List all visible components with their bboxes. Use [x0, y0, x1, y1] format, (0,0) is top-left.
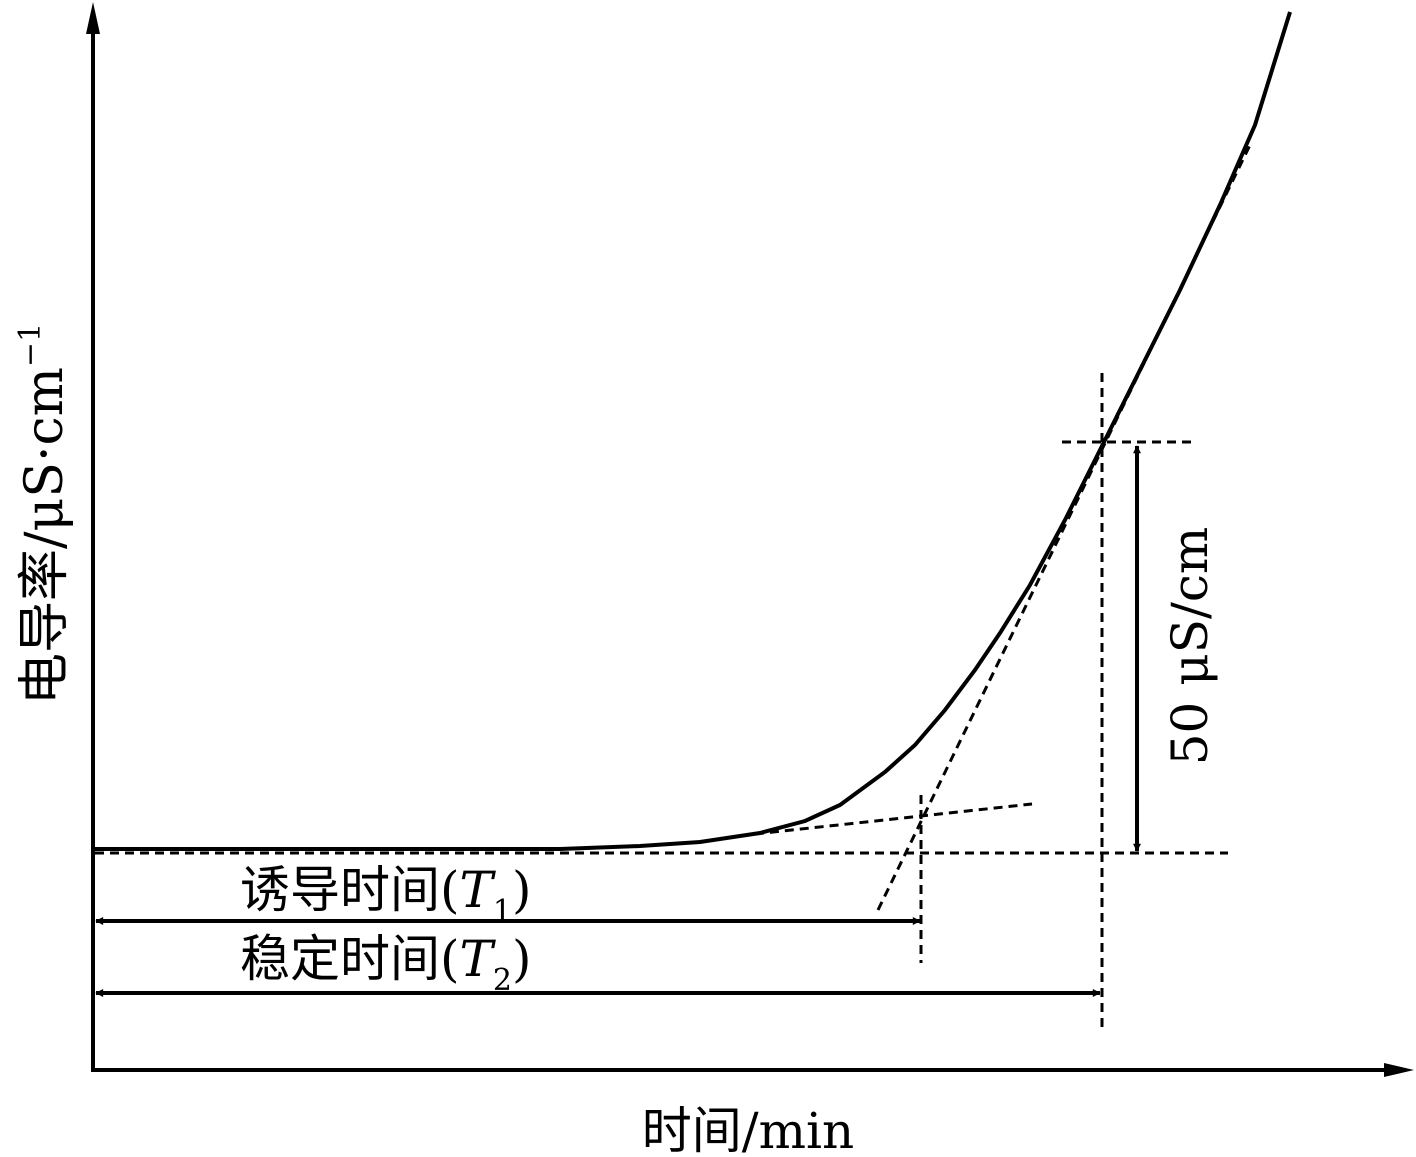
delta-label: 50 μS/cm — [1161, 527, 1219, 766]
x-axis-arrowhead — [1384, 1063, 1414, 1077]
t1-label: 诱导时间(T1) — [240, 861, 531, 929]
conductivity-curve — [95, 11, 1292, 851]
inflection-tangent — [754, 802, 1033, 836]
y-axis-label: 电导率/μS·cm−1 — [13, 323, 75, 705]
y-axis-arrowhead — [86, 2, 100, 34]
t2-label: 稳定时间(T2) — [240, 930, 531, 998]
x-axis-label: 时间/min — [642, 1102, 854, 1157]
steep-tangent — [876, 144, 1252, 911]
